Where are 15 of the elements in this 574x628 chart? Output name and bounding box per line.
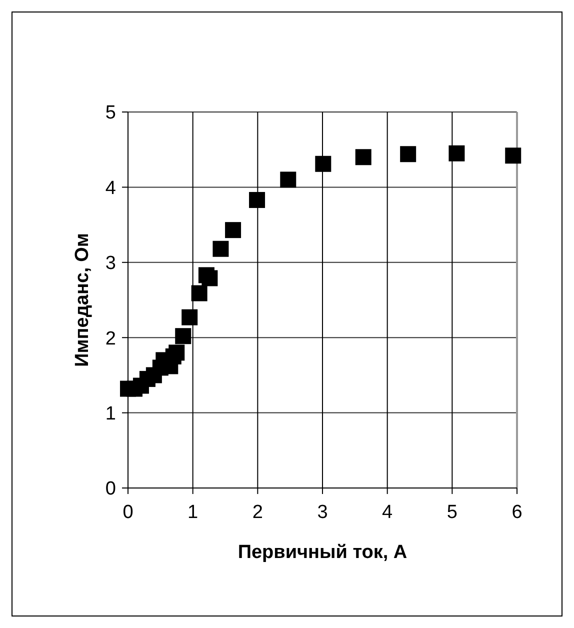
- x-tick-label: 0: [122, 502, 134, 523]
- x-tick-label: 6: [512, 502, 522, 523]
- y-axis-title: Импеданс, Ом: [72, 233, 93, 367]
- y-tick-label: 1: [105, 403, 116, 424]
- y-tick-label: 3: [105, 253, 116, 274]
- x-tick-label: 2: [252, 502, 263, 523]
- x-tick-label: 1: [188, 502, 198, 523]
- y-tick-label: 5: [105, 102, 116, 124]
- y-tick-label: 4: [105, 178, 116, 199]
- x-tick-label: 4: [382, 502, 394, 523]
- y-tick-label: 0: [105, 478, 116, 500]
- x-tick-label: 5: [446, 502, 458, 523]
- y-tick-label: 2: [105, 328, 116, 350]
- x-axis-title: Первичный ток, А: [238, 542, 408, 563]
- x-tick-label: 3: [317, 502, 328, 523]
